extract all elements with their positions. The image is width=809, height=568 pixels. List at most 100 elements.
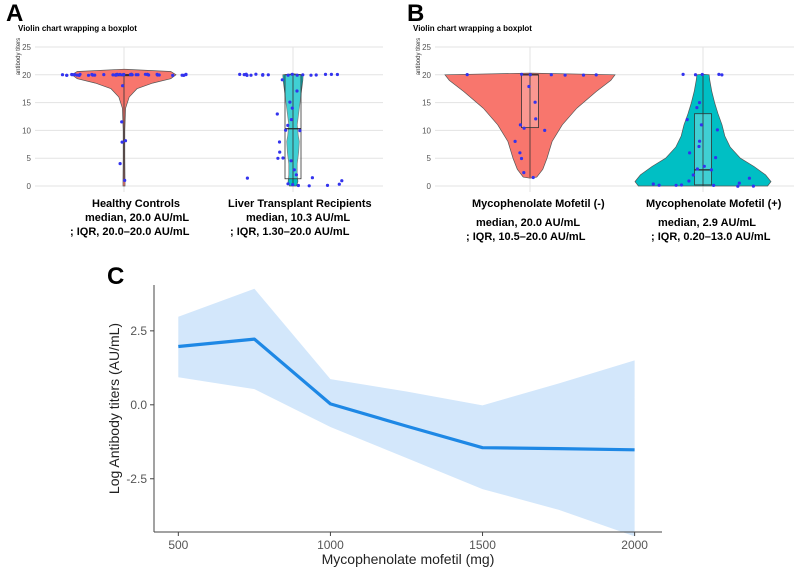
data-point bbox=[290, 106, 294, 110]
group-iqr: ; IQR, 1.30–20.0 AU/mL bbox=[230, 226, 350, 238]
y-tick-label: 10 bbox=[22, 126, 31, 135]
data-point bbox=[715, 128, 720, 132]
data-point bbox=[75, 73, 79, 77]
group-name: Healthy Controls bbox=[92, 198, 181, 210]
data-point bbox=[111, 73, 115, 77]
data-point bbox=[295, 89, 299, 93]
data-point bbox=[294, 173, 298, 177]
y-tick-label: 10 bbox=[422, 126, 431, 135]
data-point bbox=[72, 72, 77, 77]
data-point bbox=[549, 73, 553, 77]
data-point bbox=[118, 162, 122, 166]
y-axis-label: antibody titers bbox=[16, 38, 22, 75]
data-point bbox=[123, 139, 128, 143]
data-point bbox=[171, 73, 175, 77]
group-iqr: ; IQR, 20.0–20.0 AU/mL bbox=[70, 226, 190, 238]
data-point bbox=[314, 73, 318, 77]
data-point bbox=[277, 140, 282, 144]
data-point bbox=[520, 72, 524, 76]
y-axis-label: antibody titers bbox=[416, 38, 422, 75]
data-point bbox=[700, 72, 704, 77]
data-point bbox=[563, 73, 567, 77]
data-point bbox=[581, 73, 586, 77]
data-point bbox=[691, 173, 695, 177]
data-point bbox=[325, 183, 330, 187]
data-point bbox=[91, 73, 95, 77]
data-point bbox=[720, 73, 724, 77]
group-median: median, 10.3 AU/mL bbox=[246, 212, 351, 224]
group-name: Liver Transplant Recipients bbox=[228, 198, 372, 210]
data-point bbox=[695, 106, 699, 110]
data-point bbox=[340, 179, 344, 183]
data-point bbox=[120, 120, 124, 124]
data-point bbox=[275, 112, 279, 116]
data-point bbox=[249, 73, 253, 77]
data-point bbox=[688, 151, 692, 155]
y-tick-label: 20 bbox=[422, 71, 431, 80]
y-tick-label: 2.5 bbox=[130, 324, 147, 338]
data-point bbox=[238, 72, 242, 76]
data-point bbox=[335, 72, 339, 77]
y-tick-label: 0.0 bbox=[130, 398, 147, 412]
data-point bbox=[307, 184, 311, 188]
data-point bbox=[278, 150, 282, 154]
data-point bbox=[118, 72, 122, 77]
data-point bbox=[737, 181, 741, 185]
confidence-ribbon bbox=[178, 288, 635, 537]
data-point bbox=[679, 183, 684, 187]
y-tick-label: 5 bbox=[427, 154, 432, 163]
group-median: median, 20.0 AU/mL bbox=[85, 212, 190, 224]
data-point bbox=[184, 73, 188, 77]
data-point bbox=[266, 73, 270, 77]
data-point bbox=[651, 182, 655, 186]
data-point bbox=[543, 128, 547, 132]
data-point bbox=[123, 178, 127, 182]
y-tick-label: 0 bbox=[427, 182, 432, 191]
data-point bbox=[594, 73, 598, 77]
data-point bbox=[276, 156, 280, 160]
trend-line bbox=[178, 337, 635, 452]
data-point bbox=[699, 123, 704, 127]
panel-a-title: Violin chart wrapping a boxplot bbox=[18, 24, 137, 33]
caption-mmf-negative: Mycophenolate Mofetil (-) median, 20.0 A… bbox=[466, 197, 605, 244]
data-point bbox=[513, 139, 517, 143]
data-point bbox=[242, 73, 246, 77]
data-point bbox=[528, 73, 532, 77]
x-axis-label: Mycophenolate mofetil (mg) bbox=[322, 551, 495, 567]
group-iqr: ; IQR, 10.5–20.0 AU/mL bbox=[466, 231, 586, 243]
data-point bbox=[147, 73, 151, 77]
data-point bbox=[685, 118, 689, 122]
data-point bbox=[657, 183, 661, 187]
data-point bbox=[674, 183, 678, 187]
data-point bbox=[290, 72, 294, 76]
group-name: Mycophenolate Mofetil (+) bbox=[646, 198, 782, 210]
caption-healthy-controls: Healthy Controls median, 20.0 AU/mL ; IQ… bbox=[70, 197, 189, 239]
data-point bbox=[337, 182, 341, 186]
data-point bbox=[301, 73, 305, 77]
x-tick-label: 500 bbox=[168, 538, 188, 552]
data-point bbox=[518, 123, 523, 127]
panel-label-b: B bbox=[407, 0, 425, 27]
y-tick-label: 15 bbox=[22, 99, 31, 108]
data-point bbox=[286, 123, 290, 127]
y-axis-label: Log Antibody titers (AU/mL) bbox=[106, 323, 122, 494]
group-iqr: ; IQR, 0.20–13.0 AU/mL bbox=[651, 231, 771, 243]
data-point bbox=[534, 117, 538, 121]
data-point bbox=[522, 126, 526, 130]
data-point bbox=[533, 100, 537, 104]
panel-label-a: A bbox=[6, 0, 24, 27]
y-tick-label: -2.5 bbox=[126, 472, 147, 486]
data-point bbox=[298, 129, 302, 133]
data-point bbox=[121, 84, 125, 88]
data-point bbox=[717, 72, 721, 76]
data-point bbox=[245, 176, 249, 180]
data-point bbox=[286, 73, 290, 77]
group-median: median, 20.0 AU/mL bbox=[476, 217, 581, 229]
data-point bbox=[751, 184, 756, 188]
data-point bbox=[286, 182, 290, 186]
data-point bbox=[180, 73, 184, 77]
data-point bbox=[698, 139, 702, 143]
data-point bbox=[281, 156, 285, 160]
